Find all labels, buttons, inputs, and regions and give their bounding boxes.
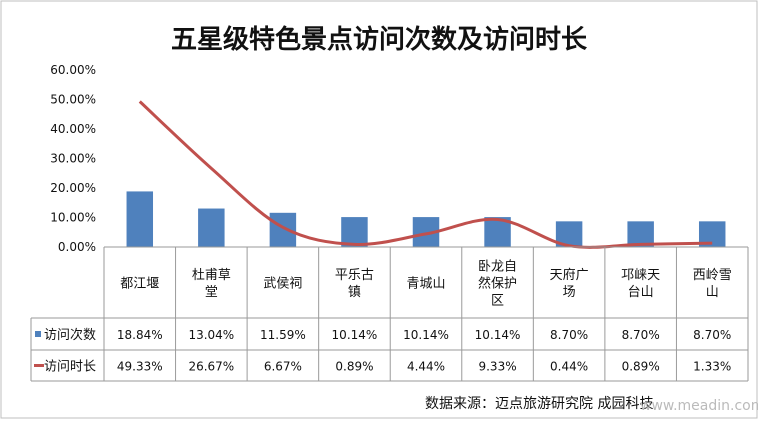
y-tick-label: 40.00% xyxy=(50,122,96,136)
data-label: 18.84% xyxy=(117,328,163,342)
bar xyxy=(126,191,154,247)
chart-title: 五星级特色景点访问次数及访问时长 xyxy=(171,24,588,55)
data-label: 1.33% xyxy=(693,360,731,374)
category-label-line: 然保护 xyxy=(478,276,517,292)
bar xyxy=(269,212,297,247)
data-label: 6.67% xyxy=(264,360,302,374)
legend-key-bar xyxy=(35,331,41,337)
category-label: 平乐古镇 xyxy=(335,268,374,300)
category-label-line: 西岭雪 xyxy=(693,268,732,283)
data-label: 10.14% xyxy=(403,328,449,342)
bar xyxy=(198,208,225,247)
category-label-line: 卧龙自 xyxy=(478,260,517,275)
category-label-line: 武侯祠 xyxy=(263,277,302,292)
category-label: 邛崃天台山 xyxy=(621,268,660,300)
category-label-line: 青城山 xyxy=(406,277,445,292)
category-label: 西岭雪山 xyxy=(693,268,732,300)
watermark: www.meadin.com xyxy=(640,398,758,414)
y-tick-label: 50.00% xyxy=(50,93,96,107)
data-label: 0.89% xyxy=(335,360,373,374)
category-label-line: 杜甫草 xyxy=(192,268,231,283)
category-label-line: 邛崃天 xyxy=(621,268,660,283)
y-tick-label: 20.00% xyxy=(50,181,96,195)
category-label: 青城山 xyxy=(406,277,445,292)
category-label-line: 天府广 xyxy=(550,268,589,283)
data-label: 11.59% xyxy=(260,328,306,342)
category-label-line: 场 xyxy=(563,285,576,300)
category-label-line: 山 xyxy=(706,285,719,300)
data-label: 8.70% xyxy=(550,328,588,342)
data-label: 13.04% xyxy=(188,328,234,342)
category-label: 天府广场 xyxy=(550,268,589,300)
data-label: 10.14% xyxy=(332,328,378,342)
y-tick-label: 30.00% xyxy=(50,152,96,166)
category-label: 武侯祠 xyxy=(263,277,302,292)
line-series xyxy=(138,100,713,249)
category-label: 杜甫草堂 xyxy=(192,268,231,300)
category-label-line: 平乐古 xyxy=(335,268,374,283)
data-label: 26.67% xyxy=(188,360,234,374)
legend-entry: 访问时长 xyxy=(44,360,96,375)
data-label: 0.89% xyxy=(622,360,660,374)
category-label-line: 区 xyxy=(491,294,504,309)
legend-entry: 访问次数 xyxy=(44,327,96,343)
source-note: 数据来源：迈点旅游研究院 成园科技 xyxy=(425,396,653,412)
category-label-line: 堂 xyxy=(205,285,218,300)
y-tick-label: 10.00% xyxy=(50,211,96,225)
data-label: 0.44% xyxy=(550,360,588,374)
data-label: 49.33% xyxy=(117,360,163,374)
bar xyxy=(341,217,368,247)
y-tick-label: 60.00% xyxy=(50,63,96,77)
category-label: 都江堰 xyxy=(120,277,159,292)
line-series-path xyxy=(138,100,713,249)
category-label-line: 台山 xyxy=(628,285,654,300)
category-label: 卧龙自然保护区 xyxy=(478,260,517,309)
category-label-line: 都江堰 xyxy=(120,277,159,292)
data-label: 8.70% xyxy=(693,328,731,342)
data-label: 4.44% xyxy=(407,360,445,374)
category-label-line: 镇 xyxy=(348,285,361,300)
data-label: 9.33% xyxy=(478,360,516,374)
y-axis-ticks: 60.00% 50.00% 40.00% 30.00% 20.00% 10.00% 0.00… xyxy=(50,63,96,254)
y-tick-label: 0.00% xyxy=(58,240,96,254)
data-label: 8.70% xyxy=(622,328,660,342)
data-label: 10.14% xyxy=(475,328,521,342)
